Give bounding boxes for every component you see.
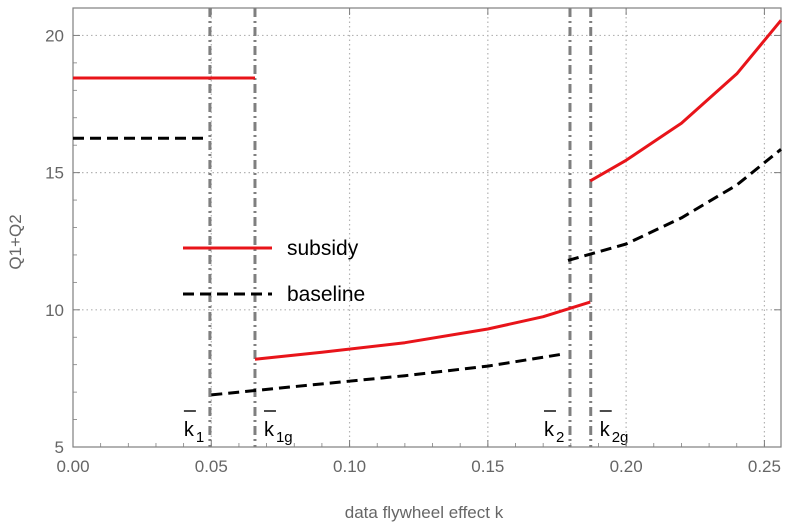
x-tick-label: 0.05 — [195, 457, 228, 476]
baseline-segment-3 — [567, 148, 782, 262]
threshold-subscript: 2g — [612, 429, 629, 446]
subsidy-segment-2 — [254, 300, 591, 361]
subsidy-segment-3 — [589, 19, 783, 183]
threshold-label: k 1g — [263, 410, 293, 446]
threshold-symbol: k — [184, 419, 195, 441]
threshold-subscript: 2 — [556, 429, 564, 446]
y-tick-label: 5 — [55, 438, 64, 457]
plot-frame — [72, 7, 782, 448]
plot-border — [72, 7, 782, 448]
x-tick-label: 0.20 — [610, 457, 643, 476]
series-lines — [73, 19, 783, 397]
threshold-subscript: 1g — [276, 429, 293, 446]
baseline-segment-2 — [211, 352, 566, 397]
tick-labels: 0.00 0.05 0.10 0.15 0.20 0.25 5 10 15 20 — [45, 8, 781, 476]
y-tick-label: 10 — [45, 301, 64, 320]
x-tick-label: 0.00 — [56, 457, 89, 476]
threshold-symbol: k — [600, 419, 611, 441]
grid-lines — [73, 8, 781, 447]
threshold-subscript: 1 — [196, 429, 204, 446]
y-axis-title: Q1+Q2 — [6, 214, 25, 269]
x-tick-label: 0.25 — [748, 457, 781, 476]
legend: subsidy baseline — [183, 237, 365, 306]
threshold-symbol: k — [544, 419, 555, 441]
legend-label-subsidy: subsidy — [287, 237, 359, 260]
threshold-lines: k 1 k 1g k 2 k 2g — [183, 8, 629, 447]
threshold-label: k 2g — [599, 410, 629, 446]
y-tick-label: 15 — [45, 164, 64, 183]
x-axis-title: data flywheel effect k — [345, 503, 504, 522]
threshold-symbol: k — [264, 419, 275, 441]
legend-label-baseline: baseline — [287, 283, 365, 306]
x-tick-label: 0.15 — [471, 457, 504, 476]
x-tick-label: 0.10 — [333, 457, 366, 476]
y-tick-label: 20 — [45, 26, 64, 45]
